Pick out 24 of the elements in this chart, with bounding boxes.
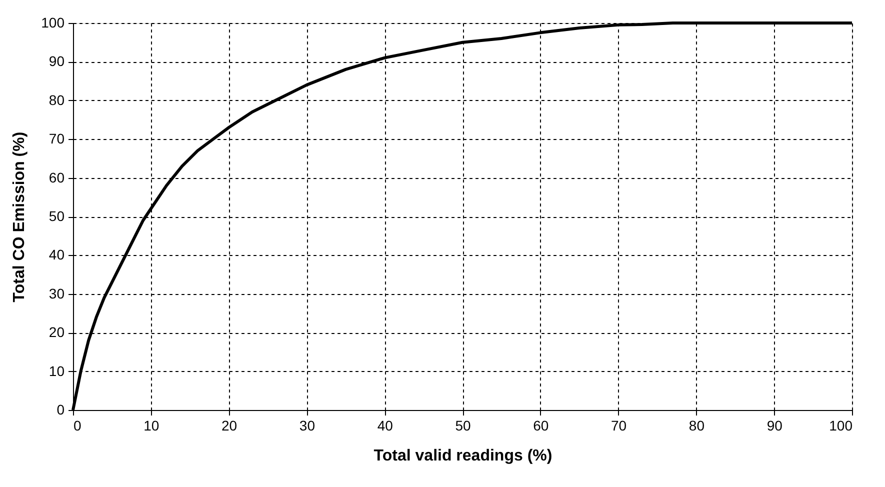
- x-tick-label: 10: [144, 418, 160, 434]
- x-tick-label: 0: [74, 418, 82, 434]
- y-tick-label: 10: [48, 362, 65, 379]
- x-tick-label: 80: [688, 418, 705, 434]
- y-tick-label: 20: [48, 324, 65, 340]
- y-tick-label: 70: [48, 130, 65, 147]
- y-tick-label: 60: [48, 169, 65, 186]
- x-axis-title: Total valid readings (%): [374, 448, 552, 464]
- y-tick-label: 40: [48, 246, 65, 263]
- x-tick-label: 30: [299, 418, 316, 434]
- y-tick-label: 0: [56, 402, 65, 418]
- x-tick-label: 50: [455, 418, 471, 434]
- x-tick-label: 70: [611, 418, 627, 434]
- y-axis-title: Total CO Emission (%): [11, 132, 28, 302]
- y-tick-label: 90: [48, 53, 65, 70]
- y-tick-label: 30: [48, 285, 65, 302]
- x-tick-label: 100: [829, 418, 853, 434]
- x-tick-label: 60: [533, 418, 549, 434]
- y-tick-label: 80: [48, 92, 65, 108]
- y-tick-label: 50: [48, 208, 65, 224]
- x-tick-label: 90: [766, 418, 783, 434]
- y-tick-label: 100: [41, 14, 65, 30]
- x-tick-label: 20: [222, 418, 238, 434]
- x-tick-label: 40: [377, 418, 394, 434]
